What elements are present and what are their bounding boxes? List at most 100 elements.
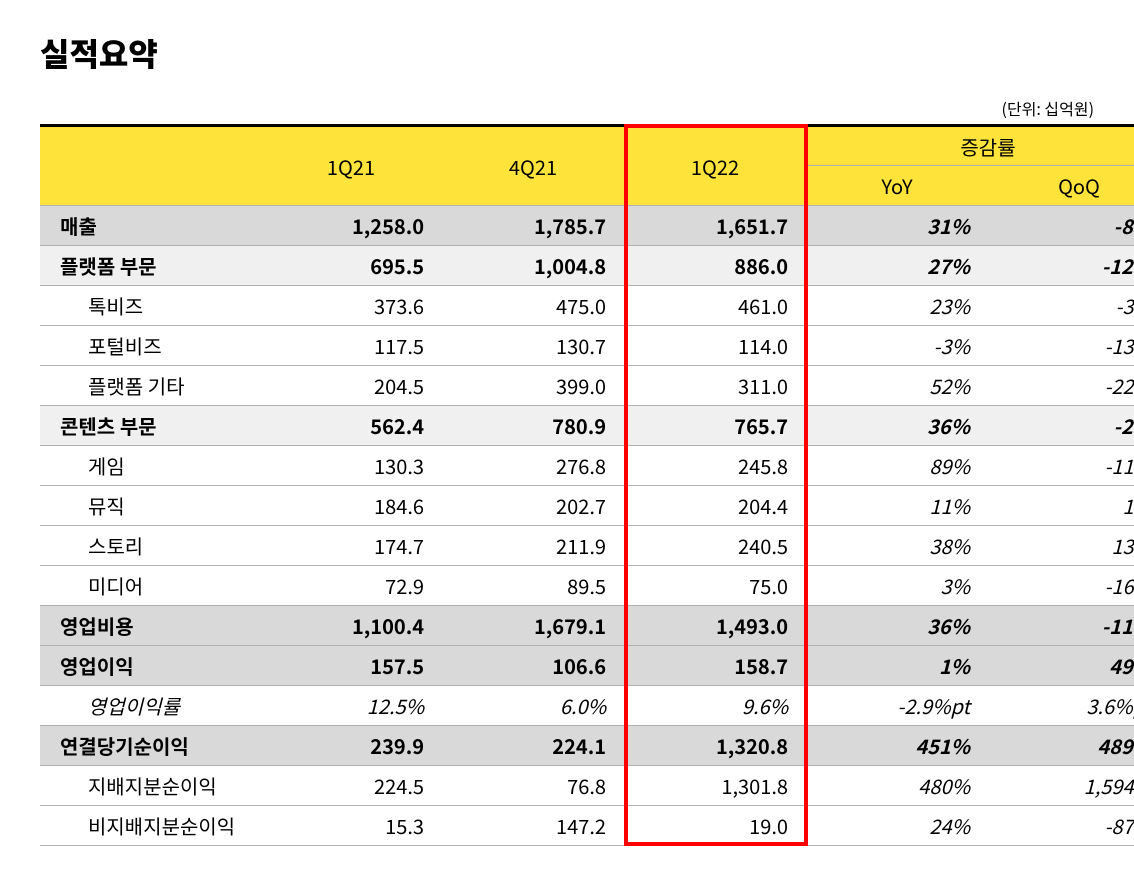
cell-v1: 174.7 — [260, 526, 442, 566]
cell-v1: 224.5 — [260, 766, 442, 806]
cell-v1: 15.3 — [260, 806, 442, 846]
table-row: 게임130.3276.8245.889%-11% — [40, 446, 1134, 486]
cell-v3: 1,301.8 — [624, 766, 806, 806]
cell-v3: 765.7 — [624, 406, 806, 446]
row-label: 영업이익 — [40, 646, 260, 686]
table-row: 포털비즈117.5130.7114.0-3%-13% — [40, 326, 1134, 366]
cell-yoy: 52% — [806, 366, 988, 406]
table-row: 영업비용1,100.41,679.11,493.036%-11% — [40, 606, 1134, 646]
cell-v2: 106.6 — [442, 646, 624, 686]
cell-v1: 184.6 — [260, 486, 442, 526]
table-row: 스토리174.7211.9240.538%13% — [40, 526, 1134, 566]
cell-yoy: 27% — [806, 246, 988, 286]
cell-yoy: 36% — [806, 606, 988, 646]
cell-v3: 245.8 — [624, 446, 806, 486]
cell-v1: 157.5 — [260, 646, 442, 686]
table-row: 톡비즈373.6475.0461.023%-3% — [40, 286, 1134, 326]
row-label: 지배지분순이익 — [40, 766, 260, 806]
table-row: 플랫폼 기타204.5399.0311.052%-22% — [40, 366, 1134, 406]
col-header-1q21: 1Q21 — [260, 126, 442, 206]
col-header-qoq: QoQ — [988, 166, 1134, 206]
cell-qoq: -3% — [988, 286, 1134, 326]
table-row: 콘텐츠 부문562.4780.9765.736%-2% — [40, 406, 1134, 446]
page-title: 실적요약 — [40, 30, 1094, 76]
row-label: 영업비용 — [40, 606, 260, 646]
cell-v1: 117.5 — [260, 326, 442, 366]
cell-v1: 1,258.0 — [260, 206, 442, 246]
cell-yoy: -2.9%pt — [806, 686, 988, 726]
cell-v2: 399.0 — [442, 366, 624, 406]
row-label: 포털비즈 — [40, 326, 260, 366]
cell-qoq: 13% — [988, 526, 1134, 566]
row-label: 콘텐츠 부문 — [40, 406, 260, 446]
table-row: 연결당기순이익239.9224.11,320.8451%489% — [40, 726, 1134, 766]
table-row: 플랫폼 부문695.51,004.8886.027%-12% — [40, 246, 1134, 286]
cell-v3: 1,320.8 — [624, 726, 806, 766]
col-header-1q22: 1Q22 — [624, 126, 806, 206]
cell-qoq: -87% — [988, 806, 1134, 846]
row-label: 영업이익률 — [40, 686, 260, 726]
row-label: 연결당기순이익 — [40, 726, 260, 766]
row-label: 미디어 — [40, 566, 260, 606]
cell-v1: 373.6 — [260, 286, 442, 326]
row-label: 플랫폼 기타 — [40, 366, 260, 406]
table-row: 지배지분순이익224.576.81,301.8480%1,594% — [40, 766, 1134, 806]
row-label: 스토리 — [40, 526, 260, 566]
col-header-change-group: 증감률 — [806, 126, 1134, 166]
row-label: 매출 — [40, 206, 260, 246]
row-label: 비지배지분순이익 — [40, 806, 260, 846]
cell-v3: 158.7 — [624, 646, 806, 686]
cell-v3: 9.6% — [624, 686, 806, 726]
cell-qoq: 49% — [988, 646, 1134, 686]
table-row: 매출1,258.01,785.71,651.731%-8% — [40, 206, 1134, 246]
cell-v2: 780.9 — [442, 406, 624, 446]
cell-yoy: 24% — [806, 806, 988, 846]
cell-v1: 1,100.4 — [260, 606, 442, 646]
cell-qoq: 1% — [988, 486, 1134, 526]
cell-v3: 114.0 — [624, 326, 806, 366]
table-row: 영업이익률12.5%6.0%9.6%-2.9%pt3.6%pt — [40, 686, 1134, 726]
earnings-table: 1Q21 4Q21 1Q22 증감률 YoY QoQ 매출1,258.01,78… — [40, 124, 1134, 846]
cell-qoq: 489% — [988, 726, 1134, 766]
cell-v3: 1,493.0 — [624, 606, 806, 646]
row-label: 게임 — [40, 446, 260, 486]
cell-qoq: -22% — [988, 366, 1134, 406]
cell-v1: 204.5 — [260, 366, 442, 406]
cell-v2: 1,679.1 — [442, 606, 624, 646]
cell-v2: 202.7 — [442, 486, 624, 526]
col-header-yoy: YoY — [806, 166, 988, 206]
cell-v2: 276.8 — [442, 446, 624, 486]
cell-v1: 72.9 — [260, 566, 442, 606]
cell-v3: 204.4 — [624, 486, 806, 526]
cell-qoq: -11% — [988, 606, 1134, 646]
cell-qoq: -12% — [988, 246, 1134, 286]
cell-v1: 12.5% — [260, 686, 442, 726]
cell-v2: 211.9 — [442, 526, 624, 566]
cell-v3: 1,651.7 — [624, 206, 806, 246]
cell-qoq: -16% — [988, 566, 1134, 606]
cell-qoq: -11% — [988, 446, 1134, 486]
cell-yoy: 31% — [806, 206, 988, 246]
cell-qoq: -8% — [988, 206, 1134, 246]
cell-qoq: -13% — [988, 326, 1134, 366]
cell-v2: 1,004.8 — [442, 246, 624, 286]
cell-yoy: 36% — [806, 406, 988, 446]
cell-v2: 147.2 — [442, 806, 624, 846]
col-header-empty — [40, 126, 260, 206]
cell-yoy: 451% — [806, 726, 988, 766]
cell-v1: 130.3 — [260, 446, 442, 486]
cell-v3: 886.0 — [624, 246, 806, 286]
table-body: 매출1,258.01,785.71,651.731%-8%플랫폼 부문695.5… — [40, 206, 1134, 846]
col-header-4q21: 4Q21 — [442, 126, 624, 206]
cell-v1: 562.4 — [260, 406, 442, 446]
cell-v2: 130.7 — [442, 326, 624, 366]
cell-yoy: 23% — [806, 286, 988, 326]
cell-yoy: 38% — [806, 526, 988, 566]
cell-qoq: 1,594% — [988, 766, 1134, 806]
cell-qoq: -2% — [988, 406, 1134, 446]
cell-yoy: 480% — [806, 766, 988, 806]
cell-v2: 224.1 — [442, 726, 624, 766]
row-label: 뮤직 — [40, 486, 260, 526]
cell-v1: 695.5 — [260, 246, 442, 286]
cell-v3: 240.5 — [624, 526, 806, 566]
